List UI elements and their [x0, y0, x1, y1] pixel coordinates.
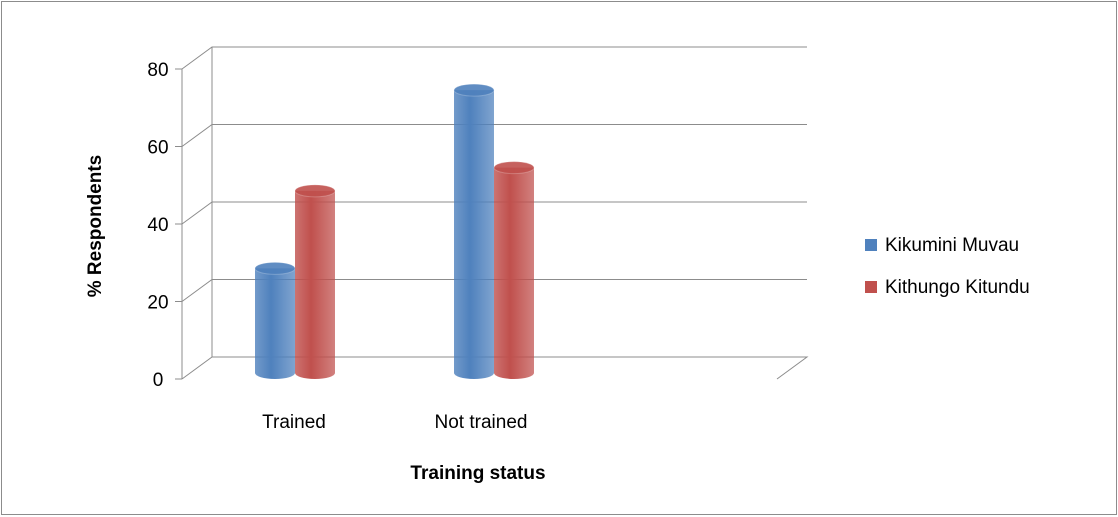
x-tick-label: Trained: [262, 412, 326, 433]
bar-body: [255, 268, 295, 379]
bar-top: [453, 83, 495, 97]
y-tick-label: 60: [147, 138, 168, 159]
bar: [254, 261, 296, 379]
bar-top: [493, 161, 535, 175]
gridline: [181, 124, 807, 147]
gridline: [181, 201, 807, 225]
gridline: [181, 279, 807, 302]
y-axis-title: % Respondents: [85, 155, 106, 298]
bar-top: [254, 261, 296, 275]
legend-label: Kikumini Muvau: [885, 235, 1019, 256]
legend-item: Kikumini Muvau: [865, 235, 1019, 256]
y-tick-label: 20: [147, 293, 168, 314]
y-tick-label: 80: [147, 60, 168, 81]
gridlines: [181, 46, 809, 380]
bar-body: [454, 90, 494, 379]
legend-label: Kithungo Kitundu: [885, 277, 1030, 298]
bar: [493, 161, 535, 379]
x-tick-label: Not trained: [435, 412, 528, 433]
legend-swatch: [865, 281, 877, 293]
bar: [453, 83, 495, 379]
x-axis-title: Training status: [410, 463, 545, 484]
bar-body: [295, 190, 335, 379]
bar-body: [494, 167, 534, 379]
y-tick-label: 40: [147, 215, 168, 236]
legend-swatch: [865, 239, 877, 251]
bars: [254, 83, 535, 379]
y-tick-label: 0: [153, 370, 164, 391]
bar-top: [294, 184, 336, 198]
legend-item: Kithungo Kitundu: [865, 277, 1030, 298]
legend: Kikumini Muvau Kithungo Kitundu: [865, 235, 1030, 298]
labels: Training status % Respondents 0 20 40 60 80 T…: [85, 60, 546, 484]
axes: [175, 68, 183, 380]
bar: [294, 184, 336, 379]
gridline: [181, 46, 807, 70]
